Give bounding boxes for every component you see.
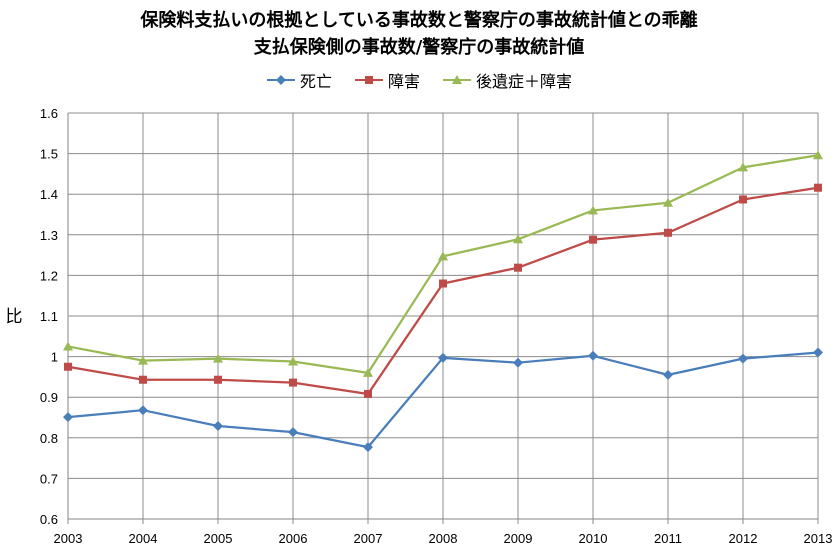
y-tick-label: 1: [51, 350, 58, 365]
chart-title: 保険料支払いの根拠としている事故数と警察庁の事故統計値との乖離: [140, 10, 698, 31]
data-point: [364, 389, 372, 398]
legend: 死亡 障害 後遺症＋障害: [0, 68, 838, 92]
data-point: [588, 350, 598, 361]
data-point: [813, 347, 823, 358]
data-point: [63, 412, 73, 423]
x-tick-label: 2011: [654, 531, 682, 546]
data-point: [738, 162, 748, 172]
data-point: [289, 378, 297, 387]
data-point: [513, 357, 523, 368]
data-point: [64, 362, 72, 371]
y-tick-label: 1.1: [40, 309, 58, 324]
data-point: [363, 367, 373, 377]
legend-item: 障害: [354, 68, 420, 92]
data-point: [288, 356, 298, 366]
y-tick-label: 1.2: [40, 268, 58, 283]
data-point: [214, 375, 222, 384]
data-point: [514, 263, 522, 272]
data-point: [664, 228, 672, 237]
data-point: [813, 150, 823, 160]
x-tick-label: 2010: [579, 531, 608, 546]
x-tick-label: 2004: [129, 531, 158, 546]
data-point: [588, 205, 598, 215]
y-tick-label: 0.8: [40, 431, 58, 446]
data-point: [138, 405, 148, 416]
x-tick-label: 2003: [54, 531, 83, 546]
y-tick-label: 1.5: [40, 147, 58, 162]
legend-swatch: [443, 75, 471, 84]
data-point: [363, 442, 373, 453]
y-tick-label: 0.6: [40, 512, 58, 527]
data-point: [738, 353, 748, 364]
y-axis-label: 比: [6, 307, 23, 327]
data-point: [513, 234, 523, 244]
x-tick-label: 2006: [279, 531, 308, 546]
legend-label: 後遺症＋障害: [476, 72, 573, 91]
data-point: [663, 369, 673, 380]
legend-item: 死亡: [266, 68, 332, 92]
data-point: [364, 76, 373, 84]
y-tick-label: 0.7: [40, 471, 58, 486]
legend-swatch: [354, 76, 383, 84]
data-point: [438, 352, 448, 363]
x-tick-label: 2012: [729, 531, 758, 546]
x-tick-label: 2013: [804, 531, 833, 546]
data-point: [213, 421, 223, 432]
data-point: [663, 197, 673, 207]
series-diamond: [63, 347, 823, 453]
data-point: [439, 279, 447, 288]
data-point: [589, 235, 597, 244]
data-point: [452, 75, 462, 84]
data-point: [213, 353, 223, 363]
data-point: [275, 75, 286, 85]
x-tick-label: 2009: [504, 531, 533, 546]
data-point: [138, 355, 148, 365]
legend-item: 後遺症＋障害: [442, 68, 572, 92]
series-triangle: [63, 150, 823, 377]
x-tick-label: 2008: [429, 531, 458, 546]
data-point: [288, 427, 298, 438]
data-point: [63, 341, 73, 351]
y-tick-label: 0.9: [40, 390, 58, 405]
legend-swatch: [266, 75, 295, 85]
data-point: [739, 195, 747, 204]
data-point: [814, 183, 822, 192]
y-tick-label: 1.3: [40, 228, 58, 243]
x-tick-label: 2007: [354, 531, 383, 546]
y-tick-label: 1.4: [40, 187, 58, 202]
data-point: [139, 375, 147, 384]
legend-label: 死亡: [299, 72, 332, 91]
legend-label: 障害: [387, 72, 420, 91]
x-tick-label: 2005: [204, 531, 233, 546]
chart-subtitle: 支払保険側の事故数/警察庁の事故統計値: [253, 37, 585, 58]
y-tick-label: 1.6: [40, 106, 58, 121]
series-square: [64, 183, 822, 398]
data-point: [438, 251, 448, 261]
